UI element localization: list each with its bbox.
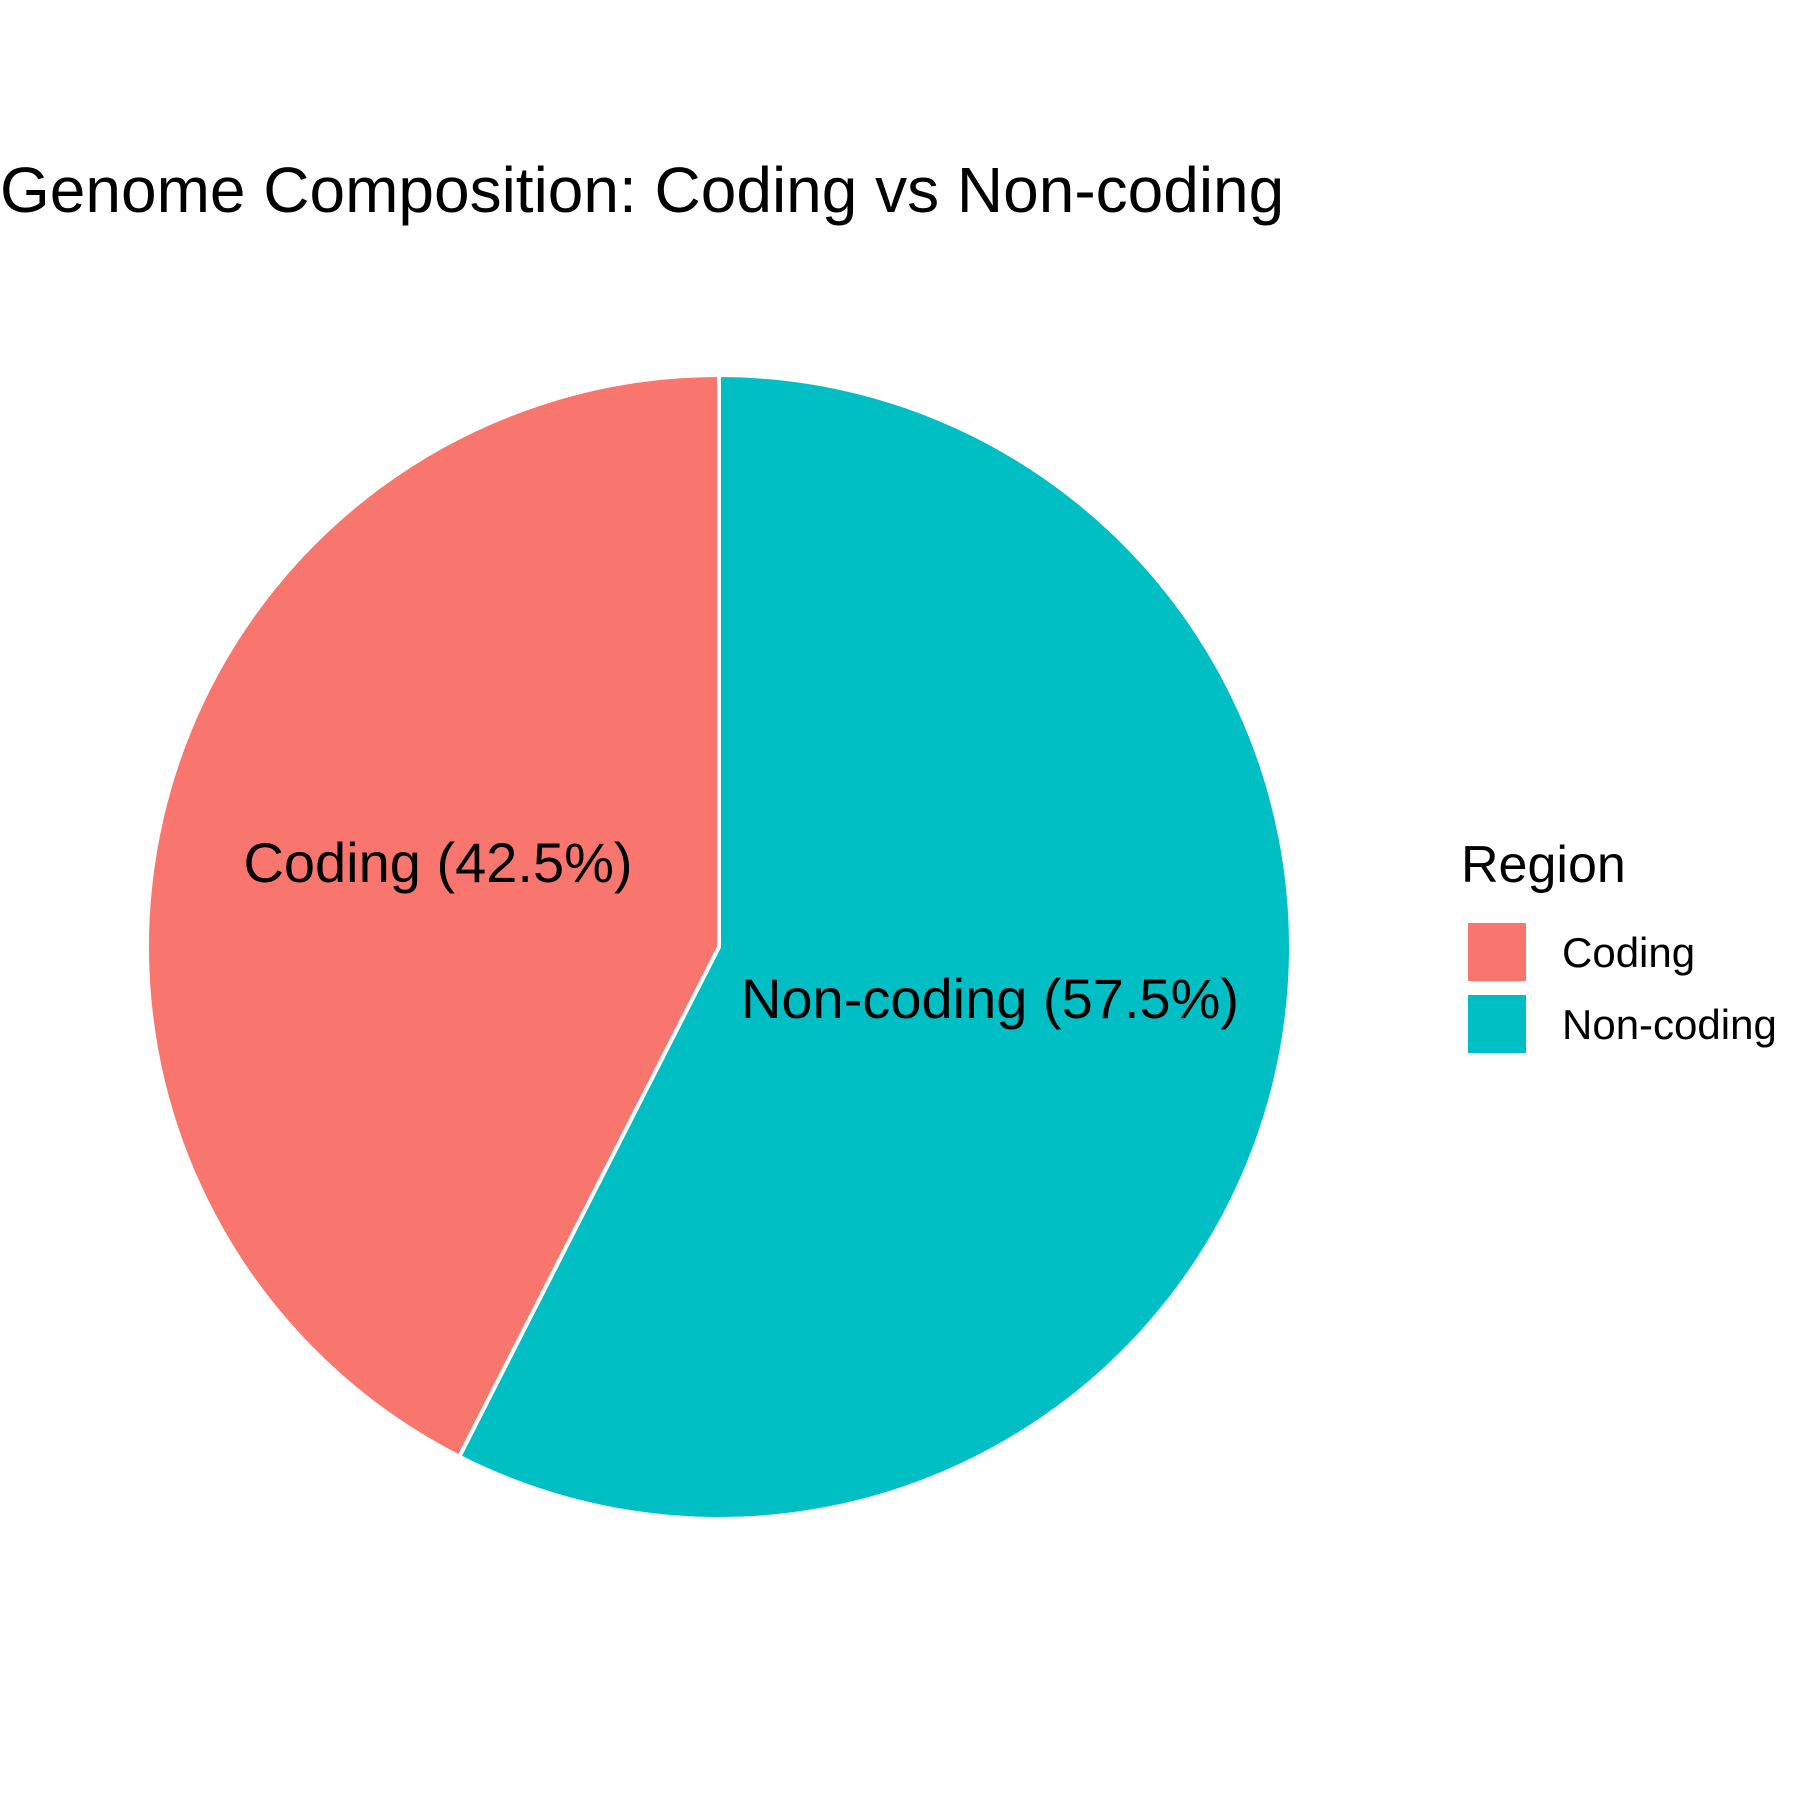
legend-swatch-coding bbox=[1468, 923, 1526, 981]
slice-label-coding: Coding (42.5%) bbox=[243, 831, 632, 894]
legend-items: Coding Non-coding bbox=[1468, 923, 1777, 1053]
pie-slice-coding bbox=[145, 372, 721, 1460]
pie-slice-non-coding bbox=[456, 372, 1293, 1521]
slice-label-non-coding: Non-coding (57.5%) bbox=[741, 967, 1239, 1030]
legend-label-non-coding: Non-coding bbox=[1562, 1001, 1777, 1048]
legend-title: Region bbox=[1461, 836, 1626, 894]
pie-slices bbox=[145, 372, 1293, 1521]
chart-title: Genome Composition: Coding vs Non-coding bbox=[0, 154, 1284, 226]
legend: Region Coding Non-coding bbox=[1461, 836, 1777, 1053]
legend-swatch-non-coding bbox=[1468, 995, 1526, 1053]
pie-slice-labels: Coding (42.5%) Non-coding (57.5%) bbox=[243, 831, 1239, 1030]
legend-label-coding: Coding bbox=[1562, 929, 1695, 976]
